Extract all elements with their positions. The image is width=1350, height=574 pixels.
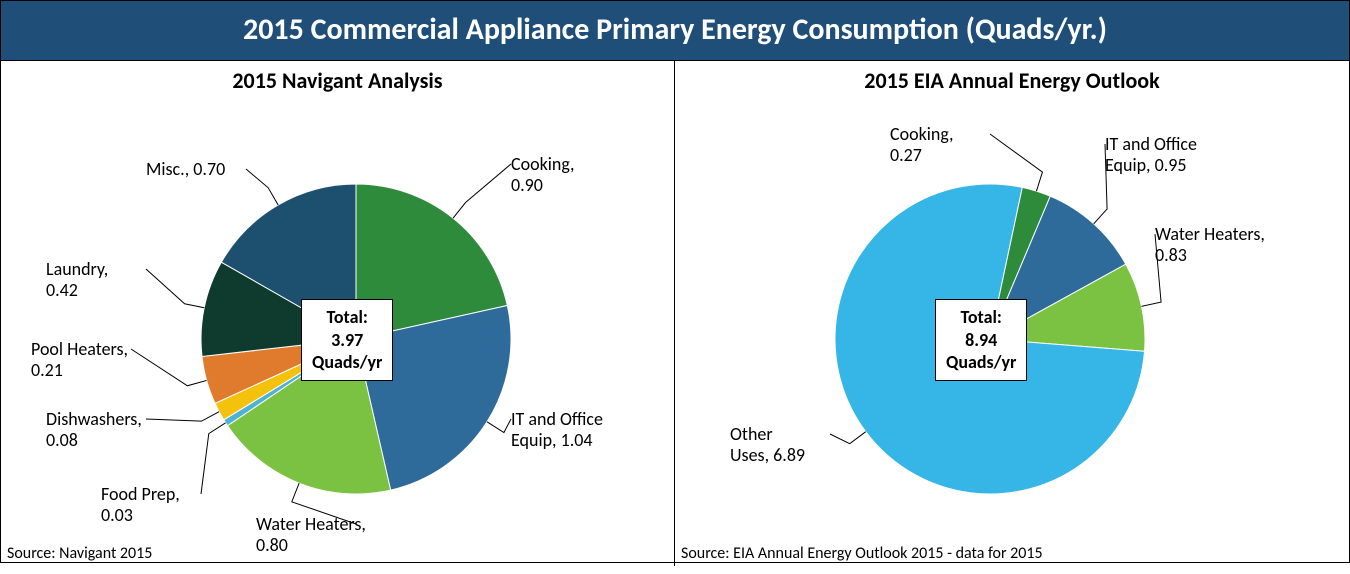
pie-label-pool-heaters: Pool Heaters, 0.21: [31, 339, 128, 380]
pie-label-water-heaters: Water Heaters, 0.83: [1155, 224, 1265, 265]
panel-left-chart: Total: 3.97 Quads/yr Cooking, 0.90 IT and…: [1, 94, 674, 571]
pie-left-total-box: Total: 3.97 Quads/yr: [301, 299, 393, 381]
pie-left-total-label: Total:: [327, 306, 368, 328]
panel-left-title: 2015 Navigant Analysis: [1, 67, 674, 94]
pie-label-cooking: Cooking, 0.27: [890, 124, 954, 165]
pie-right-total-value: 8.94: [965, 329, 997, 351]
leader-line: [487, 419, 511, 433]
leader-line: [246, 169, 278, 205]
leader-line: [830, 432, 866, 444]
figure-title: 2015 Commercial Appliance Primary Energy…: [243, 11, 1107, 48]
pie-label-it-and-office-equip: IT and Office Equip, 1.04: [511, 409, 603, 450]
panel-right-source: Source: EIA Annual Energy Outlook 2015 -…: [681, 544, 1043, 563]
leader-line: [201, 423, 226, 494]
leader-line: [146, 412, 219, 421]
panel-right: 2015 EIA Annual Energy Outlook Total: 8.…: [675, 61, 1349, 566]
pie-label-dishwashers: Dishwashers, 0.08: [46, 409, 142, 450]
panel-right-title: 2015 EIA Annual Energy Outlook: [675, 67, 1349, 94]
pie-label-laundry: Laundry, 0.42: [46, 259, 108, 300]
pie-label-water-heaters: Water Heaters, 0.80: [256, 514, 366, 555]
pie-left-total-value: 3.97: [331, 329, 363, 351]
leader-line: [990, 134, 1042, 191]
pie-right-total-unit: Quads/yr: [946, 351, 1016, 373]
panel-right-chart: Total: 8.94 Quads/yr Cooking, 0.27 IT and…: [675, 94, 1349, 571]
pie-left-total-unit: Quads/yr: [312, 351, 382, 373]
pie-label-other-uses: Other Uses, 6.89: [730, 424, 805, 465]
pie-right-total-label: Total:: [961, 306, 1002, 328]
pie-label-it-and-office-equip: IT and Office Equip, 0.95: [1105, 134, 1197, 175]
leader-line: [146, 269, 204, 308]
figure-container: 2015 Commercial Appliance Primary Energy…: [0, 0, 1350, 563]
pie-label-cooking: Cooking, 0.90: [511, 154, 575, 195]
panel-left: 2015 Navigant Analysis Total: 3.97 Quads…: [1, 61, 675, 566]
panel-left-source: Source: Navigant 2015: [7, 544, 152, 563]
pie-label-misc-: Misc., 0.70: [146, 159, 225, 180]
leader-line: [453, 164, 511, 218]
figure-title-bar: 2015 Commercial Appliance Primary Energy…: [1, 1, 1349, 61]
pie-right-total-box: Total: 8.94 Quads/yr: [935, 299, 1027, 381]
leader-line: [131, 349, 207, 386]
pie-label-food-prep: Food Prep, 0.03: [101, 484, 180, 525]
panels-row: 2015 Navigant Analysis Total: 3.97 Quads…: [1, 61, 1349, 566]
